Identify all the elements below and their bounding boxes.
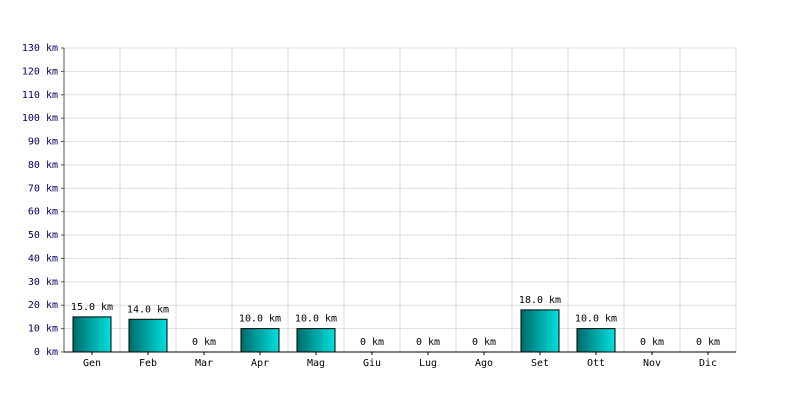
value-label: 10.0 km [575,314,617,325]
y-tick-label: 100 km [22,113,58,124]
x-tick-label: Nov [643,358,661,369]
bar [72,316,112,353]
y-tick-label: 50 km [28,230,58,241]
x-tick-label: Mar [195,358,213,369]
x-tick-label: Gen [83,358,101,369]
value-label: 0 km [360,337,384,348]
y-tick-label: 130 km [22,43,58,54]
x-tick-label: Mag [307,358,325,369]
y-tick-label: 30 km [28,277,58,288]
y-tick-label: 90 km [28,137,58,148]
y-tick-label: 20 km [28,300,58,311]
x-tick-label: Lug [419,358,437,369]
x-tick-label: Set [531,358,549,369]
x-tick-label: Apr [251,358,269,369]
value-label: 10.0 km [295,314,337,325]
x-tick-label: Ago [475,358,493,369]
y-tick-label: 10 km [28,324,58,335]
bar [240,328,280,353]
value-label: 0 km [192,337,216,348]
value-label: 0 km [416,337,440,348]
bar [576,328,616,353]
value-label: 0 km [640,337,664,348]
y-tick-label: 120 km [22,66,58,77]
value-label: 15.0 km [71,302,113,313]
value-label: 18.0 km [519,295,561,306]
y-tick-label: 110 km [22,90,58,101]
x-tick-label: Dic [699,358,717,369]
value-label: 0 km [696,337,720,348]
y-tick-label: 70 km [28,183,58,194]
y-tick-label: 40 km [28,253,58,264]
y-tick-label: 0 km [34,347,58,358]
bar [296,328,336,353]
value-label: 14.0 km [127,304,169,315]
x-tick-label: Giu [363,358,381,369]
y-tick-label: 60 km [28,207,58,218]
value-label: 0 km [472,337,496,348]
bar [128,318,168,353]
x-tick-label: Ott [587,358,605,369]
bar [520,309,560,353]
y-tick-label: 80 km [28,160,58,171]
value-label: 10.0 km [239,314,281,325]
x-tick-label: Feb [139,358,157,369]
